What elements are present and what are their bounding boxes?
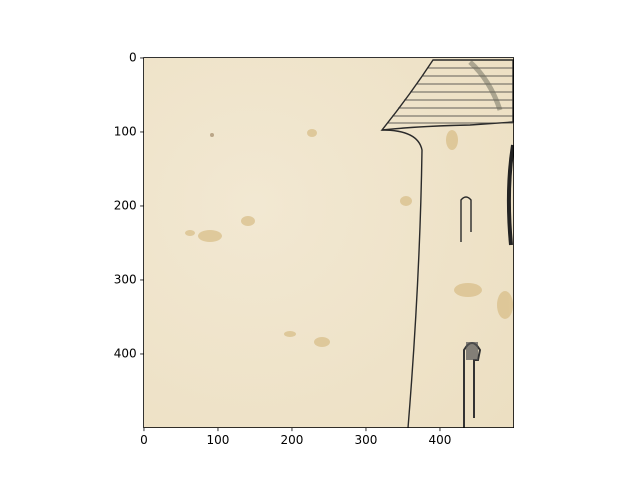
- y-tick-label: 200: [114, 198, 137, 212]
- tower-drawing: [380, 59, 514, 428]
- x-tick-label: 400: [429, 433, 452, 447]
- image: [143, 57, 514, 428]
- stains: [185, 129, 513, 347]
- x-tick-label: 300: [355, 433, 378, 447]
- y-tick-label: 400: [114, 346, 137, 360]
- y-tick-label: 100: [114, 124, 137, 138]
- x-tick-label: 100: [207, 433, 230, 447]
- paper: [143, 57, 514, 428]
- x-tick-label: 0: [140, 433, 148, 447]
- axes-frame: [143, 57, 515, 428]
- y-tick-label: 300: [114, 272, 137, 286]
- x-tick-label: 200: [281, 433, 304, 447]
- y-tick-label: 0: [129, 50, 137, 64]
